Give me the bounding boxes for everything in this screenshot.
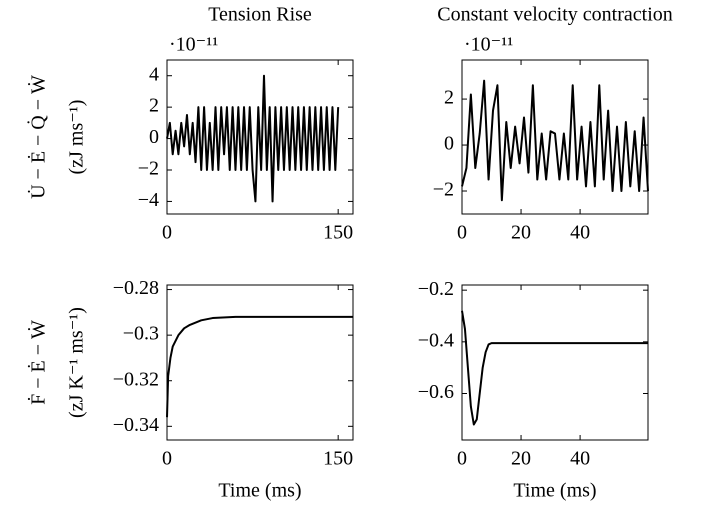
panel-title: Constant velocity contraction <box>437 4 673 26</box>
x-tick-label: 150 <box>323 448 353 470</box>
y-tick-label: −0.32 <box>113 368 159 390</box>
y-axis-label: U̇ − Ė − Q̇ − Ẇ <box>26 75 50 199</box>
x-axis-label: Time (ms) <box>218 480 301 502</box>
x-tick-label: 20 <box>511 222 531 244</box>
data-line <box>461 79 649 202</box>
axis-frame <box>461 284 649 441</box>
x-tick-label: 0 <box>457 222 467 244</box>
y-tick-label: −0.4 <box>418 329 454 351</box>
axis-frame <box>166 59 354 215</box>
y-tick-label: −0.34 <box>113 414 159 436</box>
axis-frame <box>461 59 649 215</box>
x-tick-label: 0 <box>457 448 467 470</box>
y-tick-label: 4 <box>149 63 159 85</box>
y-tick-label: 0 <box>444 133 454 155</box>
x-tick-label: 0 <box>162 448 172 470</box>
y-axis-label: (zJ K⁻¹ ms⁻¹) <box>66 307 88 418</box>
y-tick-label: 2 <box>444 87 454 109</box>
axis-exponent: ·10⁻¹¹ <box>169 34 218 56</box>
x-tick-label: 40 <box>570 448 590 470</box>
panel-title: Tension Rise <box>208 4 312 26</box>
data-line <box>166 315 353 418</box>
y-tick-label: −4 <box>138 189 159 211</box>
x-axis-label: Time (ms) <box>513 480 596 502</box>
y-tick-label: −0.28 <box>113 277 159 299</box>
axis-frame <box>166 284 354 441</box>
x-tick-label: 0 <box>162 222 172 244</box>
axis-exponent: ·10⁻¹¹ <box>464 34 513 56</box>
y-tick-label: −0.2 <box>418 278 454 300</box>
x-tick-label: 40 <box>570 222 590 244</box>
y-axis-label: Ḟ − Ė − Ẇ <box>27 320 50 405</box>
y-tick-label: −0.3 <box>123 323 159 345</box>
y-tick-label: −2 <box>138 158 159 180</box>
y-axis-label: (zJ ms⁻¹) <box>66 100 88 175</box>
data-line <box>461 310 648 426</box>
y-tick-label: −0.6 <box>418 381 454 403</box>
x-tick-label: 150 <box>323 222 353 244</box>
y-tick-label: −2 <box>433 179 454 201</box>
y-tick-label: 0 <box>149 126 159 148</box>
data-line <box>166 74 340 203</box>
y-tick-label: 2 <box>149 95 159 117</box>
x-tick-label: 20 <box>511 448 531 470</box>
